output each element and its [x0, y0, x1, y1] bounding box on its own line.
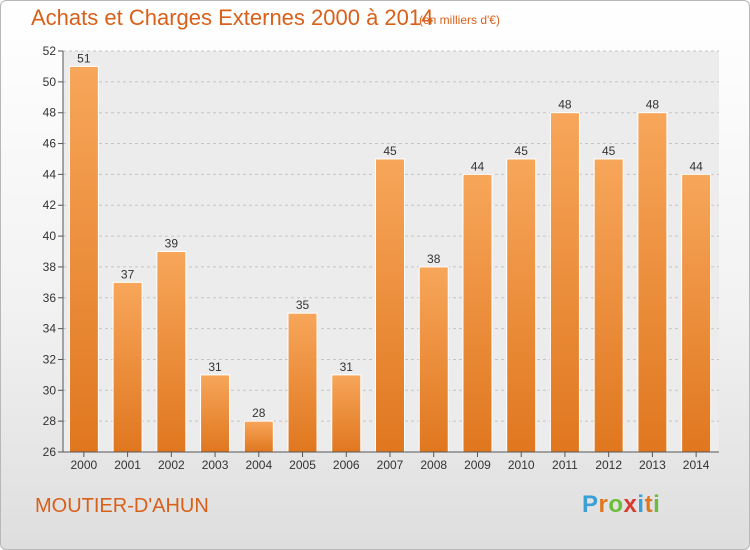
x-tick-label: 2009 [464, 458, 491, 472]
y-tick-label: 28 [43, 414, 57, 428]
bar [68, 65, 99, 453]
x-tick-label: 2012 [595, 458, 622, 472]
x-tick-label: 2011 [552, 458, 578, 472]
x-tick-label: 2005 [289, 458, 316, 472]
y-tick-label: 38 [43, 260, 57, 274]
data-label: 39 [165, 237, 179, 251]
y-tick-label: 50 [43, 75, 57, 89]
commune-name: MOUTIER-D'AHUN [35, 495, 209, 517]
logo-letter: o [608, 491, 624, 518]
bar [681, 173, 712, 453]
x-tick-label: 2003 [202, 458, 229, 472]
y-tick-label: 26 [43, 445, 57, 459]
data-label: 44 [689, 159, 703, 173]
data-label: 31 [208, 360, 222, 374]
data-label: 28 [252, 406, 266, 420]
bar [418, 266, 449, 453]
logo-letter: t [644, 491, 654, 518]
x-tick-label: 2014 [683, 458, 710, 472]
x-tick-label: 2000 [71, 458, 98, 472]
y-tick-label: 32 [43, 352, 57, 366]
bar [287, 312, 318, 453]
data-label: 38 [427, 252, 441, 266]
y-tick-label: 36 [43, 291, 57, 305]
x-tick-label: 2013 [639, 458, 666, 472]
logo-letter: P [582, 491, 599, 518]
bar [593, 158, 624, 453]
logo-letter: x [623, 491, 638, 518]
y-tick-label: 48 [43, 106, 57, 120]
bar [637, 112, 668, 453]
y-tick-label: 34 [43, 322, 57, 336]
y-tick-label: 42 [43, 198, 57, 212]
bar [462, 173, 493, 453]
chart-subtitle: (en milliers d'€) [419, 13, 500, 27]
bar [200, 374, 231, 453]
data-label: 31 [340, 360, 354, 374]
data-label: 45 [383, 144, 397, 158]
bar [549, 112, 580, 453]
y-tick-label: 30 [43, 383, 57, 397]
y-tick-label: 44 [43, 167, 57, 181]
proxiti-logo: Proxiti [582, 491, 660, 519]
data-label: 48 [646, 98, 660, 112]
data-label: 48 [558, 98, 572, 112]
y-tick-label: 46 [43, 137, 57, 151]
data-label: 44 [471, 159, 485, 173]
bar [243, 420, 274, 453]
x-tick-label: 2010 [508, 458, 535, 472]
logo-letter: r [598, 491, 609, 518]
x-tick-label: 2007 [377, 458, 404, 472]
bar [506, 158, 537, 453]
chart-title: Achats et Charges Externes 2000 à 2014 [31, 5, 434, 30]
x-tick-label: 2002 [158, 458, 185, 472]
data-label: 37 [121, 267, 135, 281]
data-label: 45 [602, 144, 616, 158]
bar [331, 374, 362, 453]
logo-letter: i [637, 491, 645, 518]
bar [112, 281, 143, 453]
data-label: 45 [515, 144, 529, 158]
y-tick-label: 52 [43, 44, 57, 58]
y-tick-label: 40 [43, 229, 57, 243]
bar [375, 158, 405, 453]
bar [156, 251, 187, 453]
data-label: 35 [296, 298, 310, 312]
x-tick-label: 2006 [333, 458, 360, 472]
data-label: 51 [77, 51, 91, 65]
x-tick-label: 2001 [114, 458, 141, 472]
x-tick-label: 2008 [420, 458, 447, 472]
x-tick-label: 2004 [245, 458, 272, 472]
logo-letter: i [653, 491, 661, 518]
